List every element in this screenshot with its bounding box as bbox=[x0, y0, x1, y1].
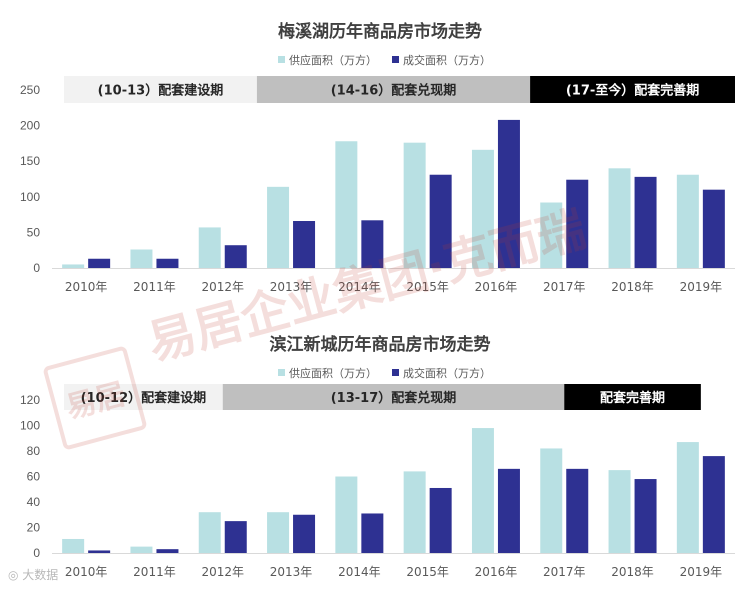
phase-band-1-1 bbox=[64, 76, 257, 103]
x-tick-2-5: 2014年 bbox=[338, 565, 381, 579]
bar-1-s2-8 bbox=[566, 179, 589, 268]
x-tick-2-3: 2012年 bbox=[201, 565, 244, 579]
y-tick-1-3: 150 bbox=[20, 154, 40, 168]
bar-2-s1-6 bbox=[403, 471, 426, 553]
x-tick-1-3: 2012年 bbox=[201, 280, 244, 294]
bar-1-s1-9 bbox=[608, 168, 631, 268]
bar-1-s2-3 bbox=[224, 245, 247, 268]
y-tick-2-3: 60 bbox=[27, 470, 41, 484]
bar-2-s1-4 bbox=[267, 512, 290, 553]
bar-1-s1-5 bbox=[335, 141, 358, 268]
phase-label-1-3: (17-至今）配套完善期 bbox=[566, 83, 699, 99]
bar-2-s2-7 bbox=[497, 468, 520, 553]
x-tick-1-6: 2015年 bbox=[406, 280, 449, 294]
bar-2-s2-4 bbox=[293, 514, 316, 553]
legend-swatch-2-2 bbox=[392, 369, 399, 376]
footer-watermark-text: 大数据 bbox=[22, 568, 59, 582]
phase-band-1-2 bbox=[256, 76, 531, 103]
x-tick-1-5: 2014年 bbox=[338, 280, 381, 294]
bar-1-s2-10 bbox=[702, 189, 725, 268]
bar-1-s1-1 bbox=[62, 264, 85, 268]
legend-swatch-1-2 bbox=[392, 56, 399, 63]
x-tick-2-9: 2018年 bbox=[611, 565, 654, 579]
phase-band-1-3 bbox=[530, 76, 735, 103]
bar-2-s2-5 bbox=[361, 513, 384, 553]
phase-label-2-1: (10-12）配套建设期 bbox=[81, 390, 207, 406]
bar-1-s2-7 bbox=[497, 119, 520, 269]
bar-2-s2-10 bbox=[702, 456, 725, 553]
phase-label-2-2: (13-17）配套兑现期 bbox=[331, 390, 457, 406]
x-tick-1-10: 2019年 bbox=[680, 280, 723, 294]
y-tick-1-1: 50 bbox=[27, 225, 41, 239]
bar-2-s2-2 bbox=[156, 549, 179, 553]
bar-1-s2-6 bbox=[429, 174, 452, 268]
x-tick-1-4: 2013年 bbox=[270, 280, 313, 294]
bar-1-s1-4 bbox=[267, 186, 290, 268]
bar-1-s2-9 bbox=[634, 176, 657, 268]
bar-1-s2-5 bbox=[361, 220, 384, 268]
bar-2-s2-6 bbox=[429, 487, 452, 553]
bar-1-s1-6 bbox=[403, 142, 426, 268]
footer-watermark: ◎ 大数据 bbox=[8, 566, 58, 583]
y-tick-1-2: 100 bbox=[20, 190, 40, 204]
bar-2-s1-5 bbox=[335, 476, 358, 553]
bar-2-s2-3 bbox=[224, 521, 247, 553]
bar-2-s2-9 bbox=[634, 479, 657, 553]
x-tick-2-1: 2010年 bbox=[65, 565, 108, 579]
bar-2-s2-1 bbox=[88, 550, 111, 553]
phase-label-1-1: (10-13）配套建设期 bbox=[98, 83, 224, 99]
legend-label-2-1: 供应面积（万方） bbox=[289, 366, 377, 380]
bar-1-s2-2 bbox=[156, 258, 179, 268]
bar-1-s1-2 bbox=[130, 249, 153, 268]
bar-1-s1-7 bbox=[471, 149, 494, 268]
chart-title-1: 梅溪湖历年商品房市场走势 bbox=[278, 21, 482, 42]
x-tick-2-6: 2015年 bbox=[406, 565, 449, 579]
bar-2-s1-1 bbox=[62, 538, 85, 553]
bar-2-s1-9 bbox=[608, 470, 631, 553]
x-tick-1-8: 2017年 bbox=[543, 280, 586, 294]
legend-swatch-1-1 bbox=[278, 56, 285, 63]
y-tick-2-4: 80 bbox=[27, 444, 41, 458]
legend-label-2-2: 成交面积（万方） bbox=[403, 366, 491, 380]
x-tick-1-9: 2018年 bbox=[611, 280, 654, 294]
x-tick-1-1: 2010年 bbox=[65, 280, 108, 294]
bar-2-s1-10 bbox=[676, 442, 699, 553]
y-tick-2-2: 40 bbox=[27, 495, 41, 509]
bar-2-s2-8 bbox=[566, 468, 589, 553]
x-tick-2-7: 2016年 bbox=[475, 565, 518, 579]
bar-1-s1-8 bbox=[540, 202, 563, 268]
x-tick-2-8: 2017年 bbox=[543, 565, 586, 579]
legend-swatch-2-1 bbox=[278, 369, 285, 376]
y-tick-2-0: 0 bbox=[33, 546, 40, 560]
bar-2-s1-8 bbox=[540, 448, 563, 553]
y-tick-2-5: 100 bbox=[20, 419, 40, 433]
x-tick-1-7: 2016年 bbox=[475, 280, 518, 294]
bar-1-s2-1 bbox=[88, 258, 111, 268]
y-tick-1-4: 200 bbox=[20, 119, 40, 133]
phase-band-2-2 bbox=[222, 384, 565, 410]
bar-1-s1-3 bbox=[198, 227, 221, 268]
y-tick-1-5: 250 bbox=[20, 83, 40, 97]
phase-band-2-1 bbox=[64, 384, 223, 410]
x-tick-2-10: 2019年 bbox=[680, 565, 723, 579]
x-tick-2-4: 2013年 bbox=[270, 565, 313, 579]
bar-2-s1-2 bbox=[130, 546, 153, 553]
phase-band-2-3 bbox=[564, 384, 701, 410]
bar-1-s1-10 bbox=[676, 174, 699, 268]
x-tick-1-2: 2011年 bbox=[133, 280, 176, 294]
bar-1-s2-4 bbox=[293, 221, 316, 268]
bar-2-s1-7 bbox=[471, 428, 494, 553]
chart-title-2: 滨江新城历年商品房市场走势 bbox=[270, 334, 491, 355]
legend-label-1-2: 成交面积（万方） bbox=[403, 53, 491, 67]
phase-label-1-2: (14-16）配套兑现期 bbox=[331, 83, 457, 99]
footer-watermark-icon: ◎ bbox=[8, 568, 23, 582]
legend-label-1-1: 供应面积（万方） bbox=[289, 53, 377, 67]
bar-2-s1-3 bbox=[198, 512, 221, 553]
x-tick-2-2: 2011年 bbox=[133, 565, 176, 579]
y-tick-2-6: 120 bbox=[20, 393, 40, 407]
y-tick-2-1: 20 bbox=[27, 521, 41, 535]
phase-label-2-3: 配套完善期 bbox=[600, 390, 665, 406]
y-tick-1-0: 0 bbox=[33, 261, 40, 275]
